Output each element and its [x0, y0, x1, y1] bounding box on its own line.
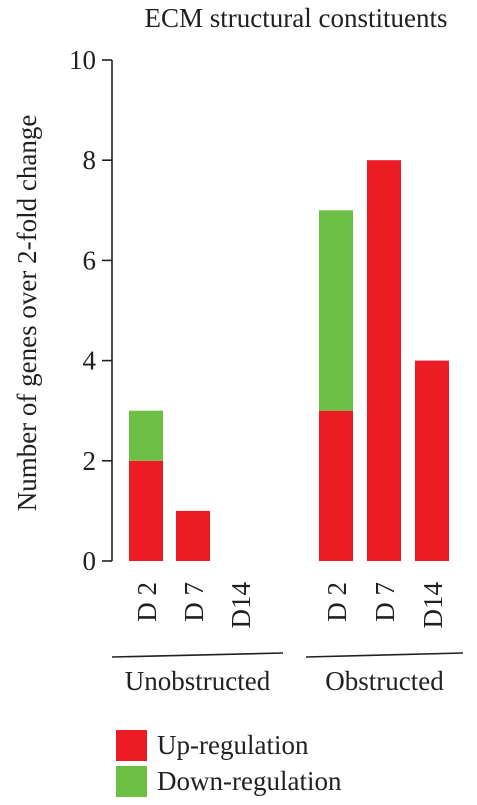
bar-down-3	[319, 210, 353, 411]
bar-down-0	[129, 410, 163, 461]
y-tick-label: 4	[83, 346, 97, 376]
group-bracket-line	[111, 652, 284, 658]
bar-up-5	[415, 360, 449, 561]
bar-up-0	[129, 460, 163, 561]
x-tick-label: D 7	[179, 582, 209, 622]
legend-swatch	[116, 766, 147, 797]
x-tick-label: D14	[418, 582, 448, 629]
y-tick-label: 8	[83, 145, 97, 175]
y-axis-label: Number of genes over 2-fold change	[12, 115, 42, 512]
legend-swatch	[116, 730, 147, 761]
y-axis: 0 2 4 6 8 10	[69, 45, 113, 576]
y-tick-label: 10	[69, 45, 96, 75]
legend-label: Up-regulation	[157, 730, 309, 760]
group-bracket-line	[305, 652, 464, 658]
x-tick-label: D 2	[132, 582, 162, 622]
group-label: Obstructed	[325, 666, 444, 696]
bar-up-4	[367, 160, 401, 561]
bars	[129, 160, 449, 561]
bar-up-3	[319, 410, 353, 561]
x-tick-label: D 2	[322, 582, 352, 622]
y-tick-label: 0	[83, 546, 97, 576]
y-tick-label: 2	[83, 446, 97, 476]
x-tick-label: D14	[226, 582, 256, 629]
legend-label: Down-regulation	[157, 766, 342, 796]
x-axis: D 2 D 7 D14 Unobstructed D 2 D 7 D14 Obstructed	[111, 582, 464, 696]
legend: Up-regulation Down-regulation	[116, 730, 342, 797]
bar-up-1	[176, 510, 210, 561]
group-label: Unobstructed	[125, 666, 271, 696]
y-tick-label: 6	[83, 245, 97, 275]
chart-title: ECM structural constituents	[145, 3, 448, 33]
x-tick-label: D 7	[370, 582, 400, 622]
